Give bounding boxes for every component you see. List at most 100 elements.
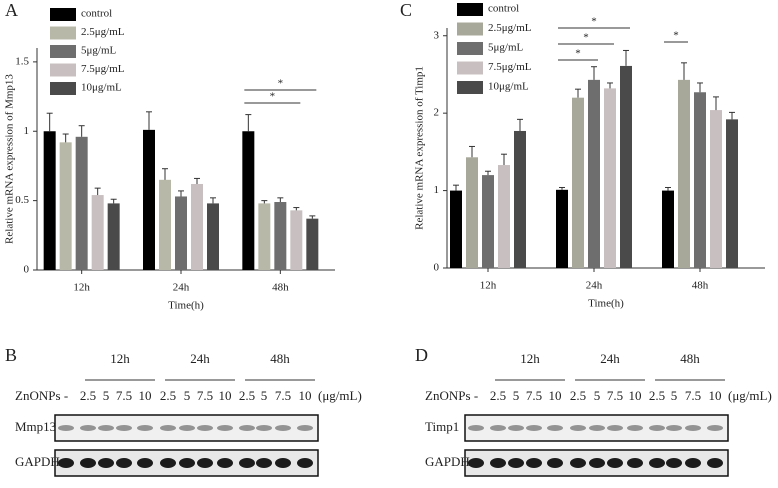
blot-band: [685, 458, 701, 468]
y-tick-label: 0: [24, 264, 30, 276]
blot-band: [508, 458, 524, 468]
bar: [242, 131, 255, 270]
lane-label: 10: [219, 388, 232, 403]
y-tick-label: 3: [434, 29, 440, 41]
legend-label: 2.5μg/mL: [81, 26, 125, 38]
legend-label: control: [81, 8, 112, 20]
treatment-label: ZnONPs: [15, 388, 61, 403]
bar: [75, 136, 88, 270]
blot-band: [607, 458, 623, 468]
significance-star: *: [575, 48, 581, 60]
blot-band: [217, 458, 233, 468]
blot-band: [666, 458, 682, 468]
bar: [694, 92, 706, 269]
legend-swatch: [457, 81, 483, 94]
legend-swatch: [457, 22, 483, 36]
blot-band: [58, 458, 74, 468]
row-label: Mmp13: [15, 419, 56, 434]
legend-swatch: [457, 61, 483, 75]
lane-label: -: [64, 388, 68, 403]
lane-label: 5: [103, 388, 110, 403]
blot-band: [468, 458, 484, 468]
blot-band: [217, 425, 233, 431]
x-axis-label: Time(h): [588, 298, 624, 310]
row-label: GAPDH: [425, 454, 470, 469]
y-axis-label: Relative mRNA expression of Mmp13: [4, 74, 16, 244]
row-label: GAPDH: [15, 454, 60, 469]
legend-label: 5μg/mL: [81, 45, 117, 57]
bar: [710, 110, 722, 268]
blot-band: [197, 425, 213, 431]
blot-band: [116, 425, 132, 431]
legend-label: control: [488, 3, 519, 15]
lane-label: 10: [549, 388, 562, 403]
bar: [107, 203, 120, 270]
blot-band: [666, 425, 682, 431]
blot-band: [627, 458, 643, 468]
lane-label: 2.5: [490, 388, 506, 403]
legend-label: 10μg/mL: [488, 81, 529, 93]
blot-band: [297, 425, 313, 431]
bar: [466, 157, 478, 268]
blot-band: [137, 425, 153, 431]
bar: [572, 97, 584, 268]
time-label: 48h: [680, 351, 700, 366]
blot-band: [256, 425, 272, 431]
bar: [191, 183, 203, 270]
lane-label: 2.5: [649, 388, 665, 403]
bar: [290, 210, 303, 270]
bar: [588, 79, 600, 268]
blot-band: [627, 425, 643, 431]
blot-band: [137, 458, 153, 468]
panel-label: C: [400, 0, 412, 20]
time-label: 24h: [600, 351, 620, 366]
bar: [143, 129, 155, 270]
treatment-label: ZnONPs: [425, 388, 471, 403]
lane-label: 2.5: [570, 388, 586, 403]
blot-band: [58, 425, 74, 431]
legend-label: 7.5μg/mL: [488, 61, 532, 73]
lane-label: 7.5: [526, 388, 542, 403]
bar: [159, 179, 171, 270]
blot-band: [160, 458, 176, 468]
blot-band: [297, 458, 313, 468]
bar: [482, 175, 494, 268]
blot-band: [468, 425, 484, 431]
blot-band: [179, 425, 195, 431]
y-axis-label: Relative mRNA expression of Timp1: [414, 66, 426, 230]
bar: [620, 65, 632, 268]
blot-band: [707, 425, 723, 431]
blot-band: [256, 458, 272, 468]
bar: [498, 165, 510, 268]
panel-label: D: [415, 345, 428, 365]
y-tick-label: 2: [434, 107, 440, 119]
blot-band: [490, 458, 506, 468]
bar: [175, 196, 187, 270]
lane-label: 2.5: [160, 388, 176, 403]
blot-band: [80, 458, 96, 468]
blot-band: [570, 458, 586, 468]
legend-swatch: [50, 8, 76, 21]
x-tick-label: 12h: [480, 280, 497, 292]
lane-label: -: [474, 388, 478, 403]
lane-label: 7.5: [685, 388, 701, 403]
lane-label: 7.5: [275, 388, 291, 403]
significance-star: *: [673, 30, 679, 42]
lane-label: 10: [299, 388, 312, 403]
x-tick-label: 24h: [586, 280, 603, 292]
blot-band: [649, 425, 665, 431]
bar: [556, 189, 568, 268]
blot-band: [526, 425, 542, 431]
time-label: 24h: [190, 351, 210, 366]
bar: [450, 190, 462, 268]
legend-label: 5μg/mL: [488, 42, 524, 54]
lane-label: 2.5: [239, 388, 255, 403]
panel-label: A: [5, 0, 18, 20]
bar: [274, 202, 287, 270]
blot-band: [98, 458, 114, 468]
blot-band: [526, 458, 542, 468]
lane-label: 5: [184, 388, 191, 403]
bar: [726, 119, 738, 269]
blot-band: [160, 425, 176, 431]
